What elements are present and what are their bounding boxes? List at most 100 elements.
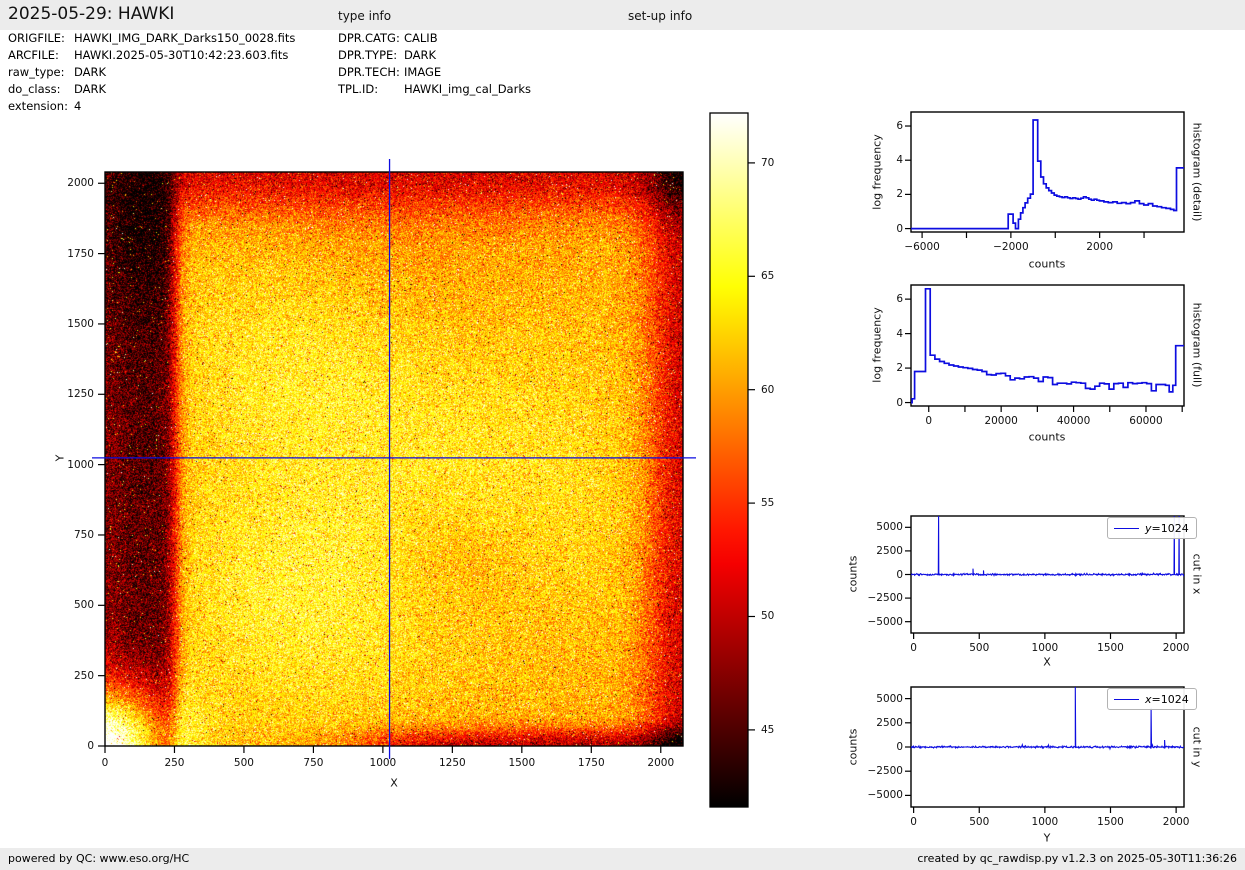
tick-label: 1750 — [577, 757, 605, 769]
file-info-row: ORIGFILE: HAWKI_IMG_DARK_Darks150_0028.fi… — [8, 30, 295, 47]
tick-label: 1250 — [67, 388, 94, 401]
extension-value: 4 — [74, 99, 82, 113]
tick-label: 1000 — [1031, 816, 1059, 828]
file-info-row: raw_type: DARK — [8, 64, 295, 81]
tick-label: 1750 — [67, 247, 94, 260]
tick-label: 6 — [896, 120, 903, 133]
tick-label: 0 — [896, 396, 903, 409]
extension-label: extension: — [8, 99, 68, 113]
tick-label: −2000 — [993, 241, 1029, 253]
footer-created-by: created by qc_rawdisp.py v1.2.3 on 2025-… — [917, 852, 1237, 865]
legend-cut-in-y: x=1024 — [1107, 688, 1197, 710]
tick-label: 750 — [303, 757, 324, 769]
dpr-tech-value: IMAGE — [404, 65, 442, 79]
type-info-row: DPR.TECH: IMAGE — [338, 64, 531, 81]
hist-detail-ylabel: log frequency — [870, 134, 884, 210]
type-info-row: DPR.TYPE: DARK — [338, 47, 531, 64]
hist-full-xlabel: counts — [1028, 430, 1066, 444]
hist-detail-xlabel: counts — [1028, 257, 1066, 271]
file-info-row: ARCFILE: HAWKI.2025-05-30T10:42:23.603.fi… — [8, 47, 295, 64]
cut-y-ylabel: counts — [846, 728, 860, 766]
tick-label: −2500 — [867, 765, 903, 778]
cut-y-right-label: cut in y — [1190, 726, 1204, 768]
tick-label: −5000 — [867, 789, 903, 802]
tick-label: 1000 — [1031, 642, 1059, 654]
tick-label: 2000 — [1162, 642, 1190, 654]
doclass-value: DARK — [74, 82, 107, 96]
colorbar — [710, 113, 748, 807]
type-info-heading: type info — [338, 9, 392, 23]
tick-label: 55 — [761, 497, 775, 510]
page-title: 2025-05-29: HAWKI — [8, 4, 175, 24]
tick-label: −2500 — [867, 592, 903, 605]
tpl-id-value: HAWKI_img_cal_Darks — [404, 82, 531, 96]
tick-label: 1000 — [67, 458, 94, 471]
tick-label: −6000 — [904, 241, 940, 253]
dpr-tech-label: DPR.TECH: — [338, 65, 400, 79]
tick-label: 0 — [896, 568, 903, 581]
tick-label: 500 — [73, 599, 94, 612]
hist-detail-right-label: histogram (detail) — [1190, 122, 1204, 222]
tick-label: 500 — [969, 816, 990, 828]
tick-label: 2500 — [876, 716, 903, 729]
file-info-block: ORIGFILE: HAWKI_IMG_DARK_Darks150_0028.fi… — [8, 30, 295, 115]
tick-label: 60000 — [1129, 415, 1163, 427]
tick-label: 70 — [761, 156, 775, 169]
tick-label: 250 — [73, 669, 94, 682]
rawtype-label: raw_type: — [8, 65, 65, 79]
dark-frame-image — [105, 172, 683, 746]
tick-label: 2000 — [67, 177, 94, 190]
tick-label: 40000 — [1056, 415, 1091, 427]
type-info-row: TPL.ID: HAWKI_img_cal_Darks — [338, 81, 531, 98]
arcfile-value: HAWKI.2025-05-30T10:42:23.603.fits — [74, 48, 289, 62]
tpl-id-label: TPL.ID: — [338, 82, 379, 96]
tick-label: 1500 — [1097, 816, 1124, 828]
footer-bar: powered by QC: www.eso.org/HC created by… — [0, 848, 1245, 870]
type-info-block: DPR.CATG: CALIB DPR.TYPE: DARK DPR.TECH: IM… — [338, 30, 531, 98]
tick-label: 0 — [910, 816, 917, 828]
tick-label: 0 — [101, 757, 109, 769]
tick-label: 0 — [910, 642, 917, 654]
hist-full-right-label: histogram (full) — [1190, 302, 1204, 388]
footer-powered-by: powered by QC: www.eso.org/HC — [8, 852, 190, 865]
tick-label: 0 — [896, 222, 903, 235]
origfile-value: HAWKI_IMG_DARK_Darks150_0028.fits — [74, 31, 296, 45]
tick-label: 4 — [896, 327, 903, 340]
tick-label: 1250 — [438, 757, 466, 769]
tick-label: 500 — [233, 757, 254, 769]
main-yaxis-label: Y — [53, 454, 67, 462]
origfile-label: ORIGFILE: — [8, 31, 65, 45]
tick-label: 0 — [896, 741, 903, 753]
cut-y-xlabel: Y — [1043, 831, 1051, 845]
cut-x-ylabel: counts — [846, 555, 860, 593]
tick-label: 20000 — [984, 415, 1018, 427]
legend-cut-in-x: y=1024 — [1107, 517, 1197, 539]
setup-info-heading: set-up info — [628, 9, 693, 23]
tick-label: 0 — [925, 415, 933, 427]
tick-label: 5000 — [876, 692, 903, 705]
tick-label: −5000 — [867, 615, 903, 628]
tick-label: 45 — [761, 723, 775, 736]
tick-label: 2000 — [1162, 816, 1190, 828]
legend-cut-in-x-label: y=1024 — [1145, 521, 1189, 535]
dpr-catg-label: DPR.CATG: — [338, 31, 400, 45]
tick-label: 5000 — [876, 521, 903, 534]
hist-full-ylabel: log frequency — [870, 307, 884, 383]
legend-line-sample — [1114, 527, 1139, 529]
file-info-row: do_class: DARK — [8, 81, 295, 98]
rawtype-value: DARK — [74, 65, 107, 79]
tick-label: 1500 — [1097, 642, 1124, 654]
tick-label: 2500 — [876, 544, 903, 557]
header-bar: 2025-05-29: HAWKI type info set-up info — [0, 0, 1245, 30]
tick-label: 2000 — [1086, 241, 1114, 253]
tick-label: 0 — [87, 740, 94, 752]
tick-label: 250 — [164, 757, 185, 769]
tick-label: 500 — [969, 642, 990, 654]
tick-label: 1500 — [67, 317, 94, 330]
legend-line-sample — [1114, 698, 1139, 700]
tick-label: 2 — [896, 188, 903, 201]
tick-label: 4 — [896, 154, 903, 167]
tick-label: 65 — [761, 270, 775, 283]
legend-cut-in-y-label: x=1024 — [1145, 692, 1189, 706]
